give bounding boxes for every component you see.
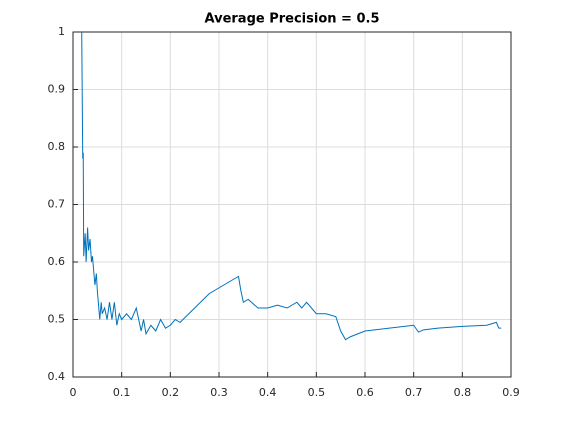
x-tick-label: 0.9 [502,386,520,399]
x-tick-label: 0.2 [162,386,180,399]
x-tick-label: 0.8 [454,386,472,399]
x-tick-label: 0.6 [356,386,374,399]
x-tick-label: 0.7 [405,386,423,399]
y-tick-label: 0.7 [48,198,66,211]
y-tick-label: 1 [58,25,65,38]
x-tick-label: 0 [70,386,77,399]
y-tick-label: 0.5 [48,313,66,326]
y-tick-label: 0.4 [48,370,66,383]
x-tick-label: 0.5 [308,386,326,399]
x-tick-label: 0.3 [210,386,228,399]
chart-title: Average Precision = 0.5 [205,12,380,27]
x-tick-label: 0.4 [259,386,277,399]
x-tick-label: 0.1 [113,386,131,399]
y-tick-label: 0.6 [48,255,66,268]
y-tick-label: 0.8 [48,140,66,153]
y-tick-label: 0.9 [48,83,66,96]
data-line [81,32,502,341]
axes-box [72,31,512,378]
